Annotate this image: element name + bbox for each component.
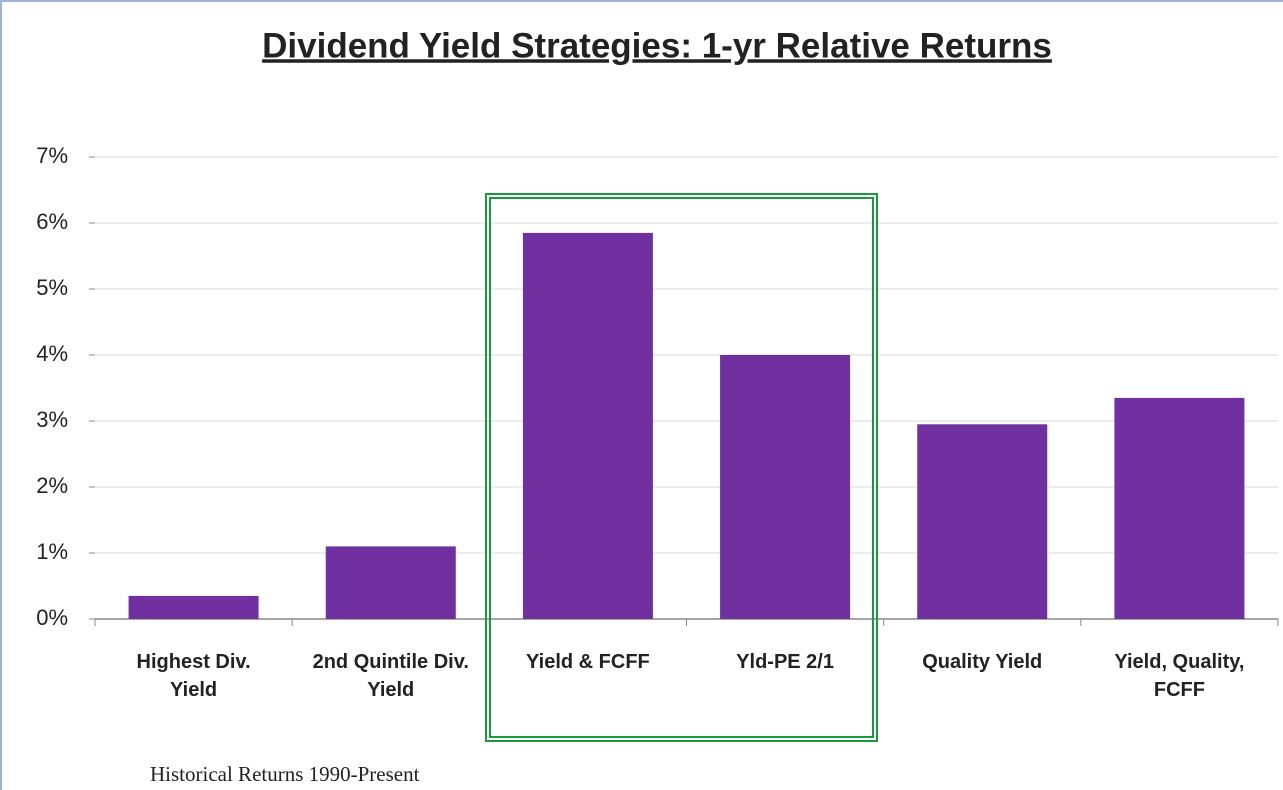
x-tick-label: Yield, Quality, FCFF: [1114, 651, 1245, 701]
x-tick-label: 2nd Quintile Div. Yield: [312, 651, 469, 701]
y-tick-label: 0%: [36, 605, 68, 630]
x-tick-label: Yield & FCFF: [526, 651, 650, 673]
bar: [917, 424, 1048, 619]
highlight-box: [489, 197, 874, 738]
y-tick-label: 7%: [36, 143, 68, 168]
bar: [1114, 397, 1245, 619]
y-tick-label: 1%: [36, 539, 68, 564]
y-tick-label: 5%: [36, 275, 68, 300]
x-tick-label: Highest Div. Yield: [136, 651, 251, 701]
bar: [522, 232, 653, 619]
x-tick-label: Quality Yield: [922, 651, 1043, 673]
bar: [128, 595, 259, 619]
y-tick-label: 3%: [36, 407, 68, 432]
chart-title: Dividend Yield Strategies: 1-yr Relative…: [262, 26, 1052, 65]
note: Historical Returns 1990-Present: [150, 762, 420, 786]
x-tick-label: Yld-PE 2/1: [736, 651, 834, 673]
highlight-box: [485, 193, 878, 742]
y-tick-label: 2%: [36, 473, 68, 498]
y-tick-label: 4%: [36, 341, 68, 366]
bar: [720, 355, 851, 619]
y-tick-label: 6%: [36, 209, 68, 234]
bar: [325, 546, 456, 619]
